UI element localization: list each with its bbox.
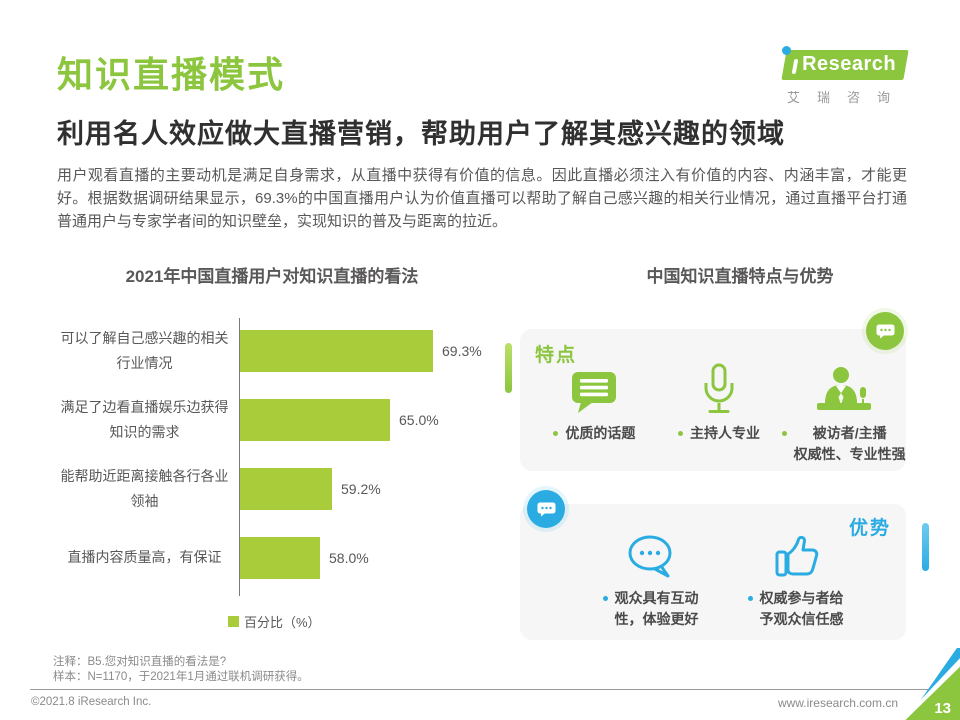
bar-chart: 可以了解自己感兴趣的相关 行业情况 69.3% 满足了边看直播娱乐边获得 知识的… [57,316,517,596]
logo-i-dot-icon [782,46,791,55]
bar-value-label: 69.3% [442,342,482,359]
advantage-item-label: 权威参与者给 予观众信任感 [759,590,844,627]
intro-paragraph: 用户观看直播的主要动机是满足自身需求，从直播中获得有价值的信息。因此直播必须注入… [57,167,907,230]
bar-row: 可以了解自己感兴趣的相关 行业情况 69.3% [57,316,517,385]
advantages-items: 观众具有互动 性，体验更好 权威参与者给 予观众信任感 [520,526,906,630]
page-number: 13 [934,700,951,717]
microphone-icon [702,361,736,415]
logo-chinese-name: 艾瑞咨询 [787,90,908,105]
advantages-label: 优势 [848,518,891,539]
feature-item: 主持人专业 [657,361,782,465]
bar [240,398,390,441]
comment-dots-icon [625,526,677,580]
feature-item: 被访者/主播 权威性、专业性强 [781,361,906,465]
thumbs-up-icon [773,526,819,580]
bar-row: 满足了边看直播娱乐边获得 知识的需求 65.0% [57,385,517,454]
feature-item-label: 被访者/主播 权威性、专业性强 [793,425,906,462]
features-label: 特点 [535,345,578,366]
right-panel-title: 中国知识直播特点与优势 [646,267,834,286]
bar-row: 能帮助近距离接触各行各业 领袖 59.2% [57,454,517,523]
category-label: 直播内容质量高，有保证 [67,549,222,565]
bar [240,329,433,372]
page-subtitle: 利用名人效应做大直播营销，帮助用户了解其感兴趣的领域 [57,119,785,149]
footer-divider [30,689,932,690]
category-label: 满足了边看直播娱乐边获得 知识的需求 [60,398,229,440]
advantage-item: 权威参与者给 予观众信任感 [723,526,868,630]
advantage-item-label: 观众具有互动 性，体验更好 [614,590,699,627]
bar-value-label: 65.0% [399,411,439,428]
advantage-item: 观众具有互动 性，体验更好 [578,526,723,630]
feature-item-label: 优质的话题 [565,425,636,441]
copyright-text: ©2021.8 iResearch Inc. [31,696,152,708]
bar-row: 直播内容质量高，有保证 58.0% [57,523,517,592]
speech-bubble-glyph [876,324,894,338]
category-label: 可以了解自己感兴趣的相关 行业情况 [60,329,229,371]
logo-brand-text: Research [802,53,897,75]
bar-value-label: 58.0% [329,549,369,566]
footer-note-sample: 样本：N=1170，于2021年1月通过联机调研获得。 [53,671,309,683]
iresearch-logo: Research 艾瑞咨询 [781,46,910,106]
bullet-dot [781,431,787,436]
feature-item: 优质的话题 [532,361,657,465]
bar [240,467,332,510]
chart-legend: 百分比（%） [228,612,321,631]
legend-label: 百分比（%） [244,615,321,630]
logo-green-shape: Research [781,50,909,80]
page-title: 知识直播模式 [57,54,286,95]
footer-note-question: 注释：B5.您对知识直播的看法是? [53,656,227,668]
chart-title: 2021年中国直播用户对知识直播的看法 [125,267,419,286]
topic-bubble-icon [570,361,618,415]
legend-swatch [228,616,239,627]
feature-item-label: 主持人专业 [690,425,760,441]
anchor-desk-icon [815,361,873,415]
speech-bubble-badge-icon [527,490,565,528]
features-panel: 特点 优质的话题 [520,312,906,471]
website-link[interactable]: www.iresearch.com.cn [777,696,898,710]
blue-accent-bar [922,523,929,571]
bullet-dot [747,596,753,601]
category-label: 能帮助近距离接触各行各业 领袖 [60,467,229,509]
bullet-dot [678,431,683,436]
features-items: 优质的话题 主持人专业 [520,361,906,465]
bullet-dot [602,596,608,601]
green-accent-bar [505,343,512,393]
speech-bubble-glyph [537,502,555,516]
bullet-dot [553,431,559,436]
speech-bubble-badge-icon [866,312,904,350]
y-axis-line [239,318,240,596]
advantages-panel: 优势 观众具有互动 性，体验更好 [520,490,906,640]
bar [240,536,320,579]
page-corner-decoration: 13 [898,648,960,720]
bar-value-label: 59.2% [341,480,381,497]
